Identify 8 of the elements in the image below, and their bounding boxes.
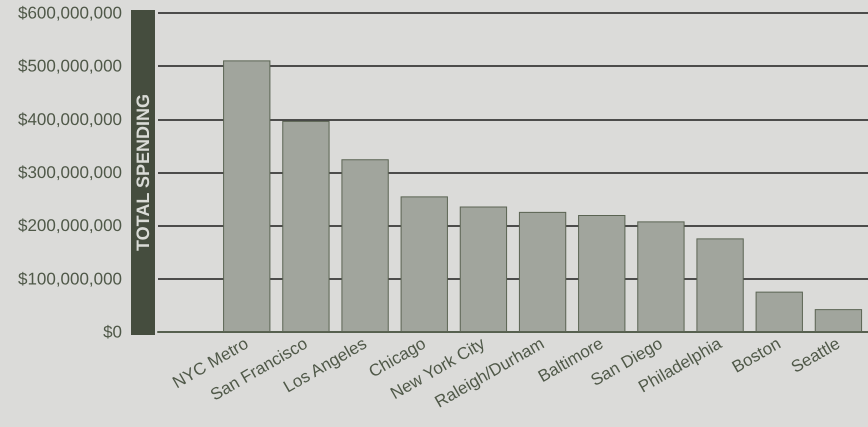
y-tick-label: $100,000,000 [18,269,122,288]
y-tick-label: $500,000,000 [18,56,122,76]
y-tick-label: $400,000,000 [18,110,122,129]
y-tick-label: $200,000,000 [18,216,122,236]
y-axis-title: TOTAL SPENDING [133,94,153,252]
y-tick-label: $600,000,000 [18,4,122,22]
y-tick-label: $0 [103,322,122,342]
y-tick-label: $300,000,000 [18,163,122,182]
